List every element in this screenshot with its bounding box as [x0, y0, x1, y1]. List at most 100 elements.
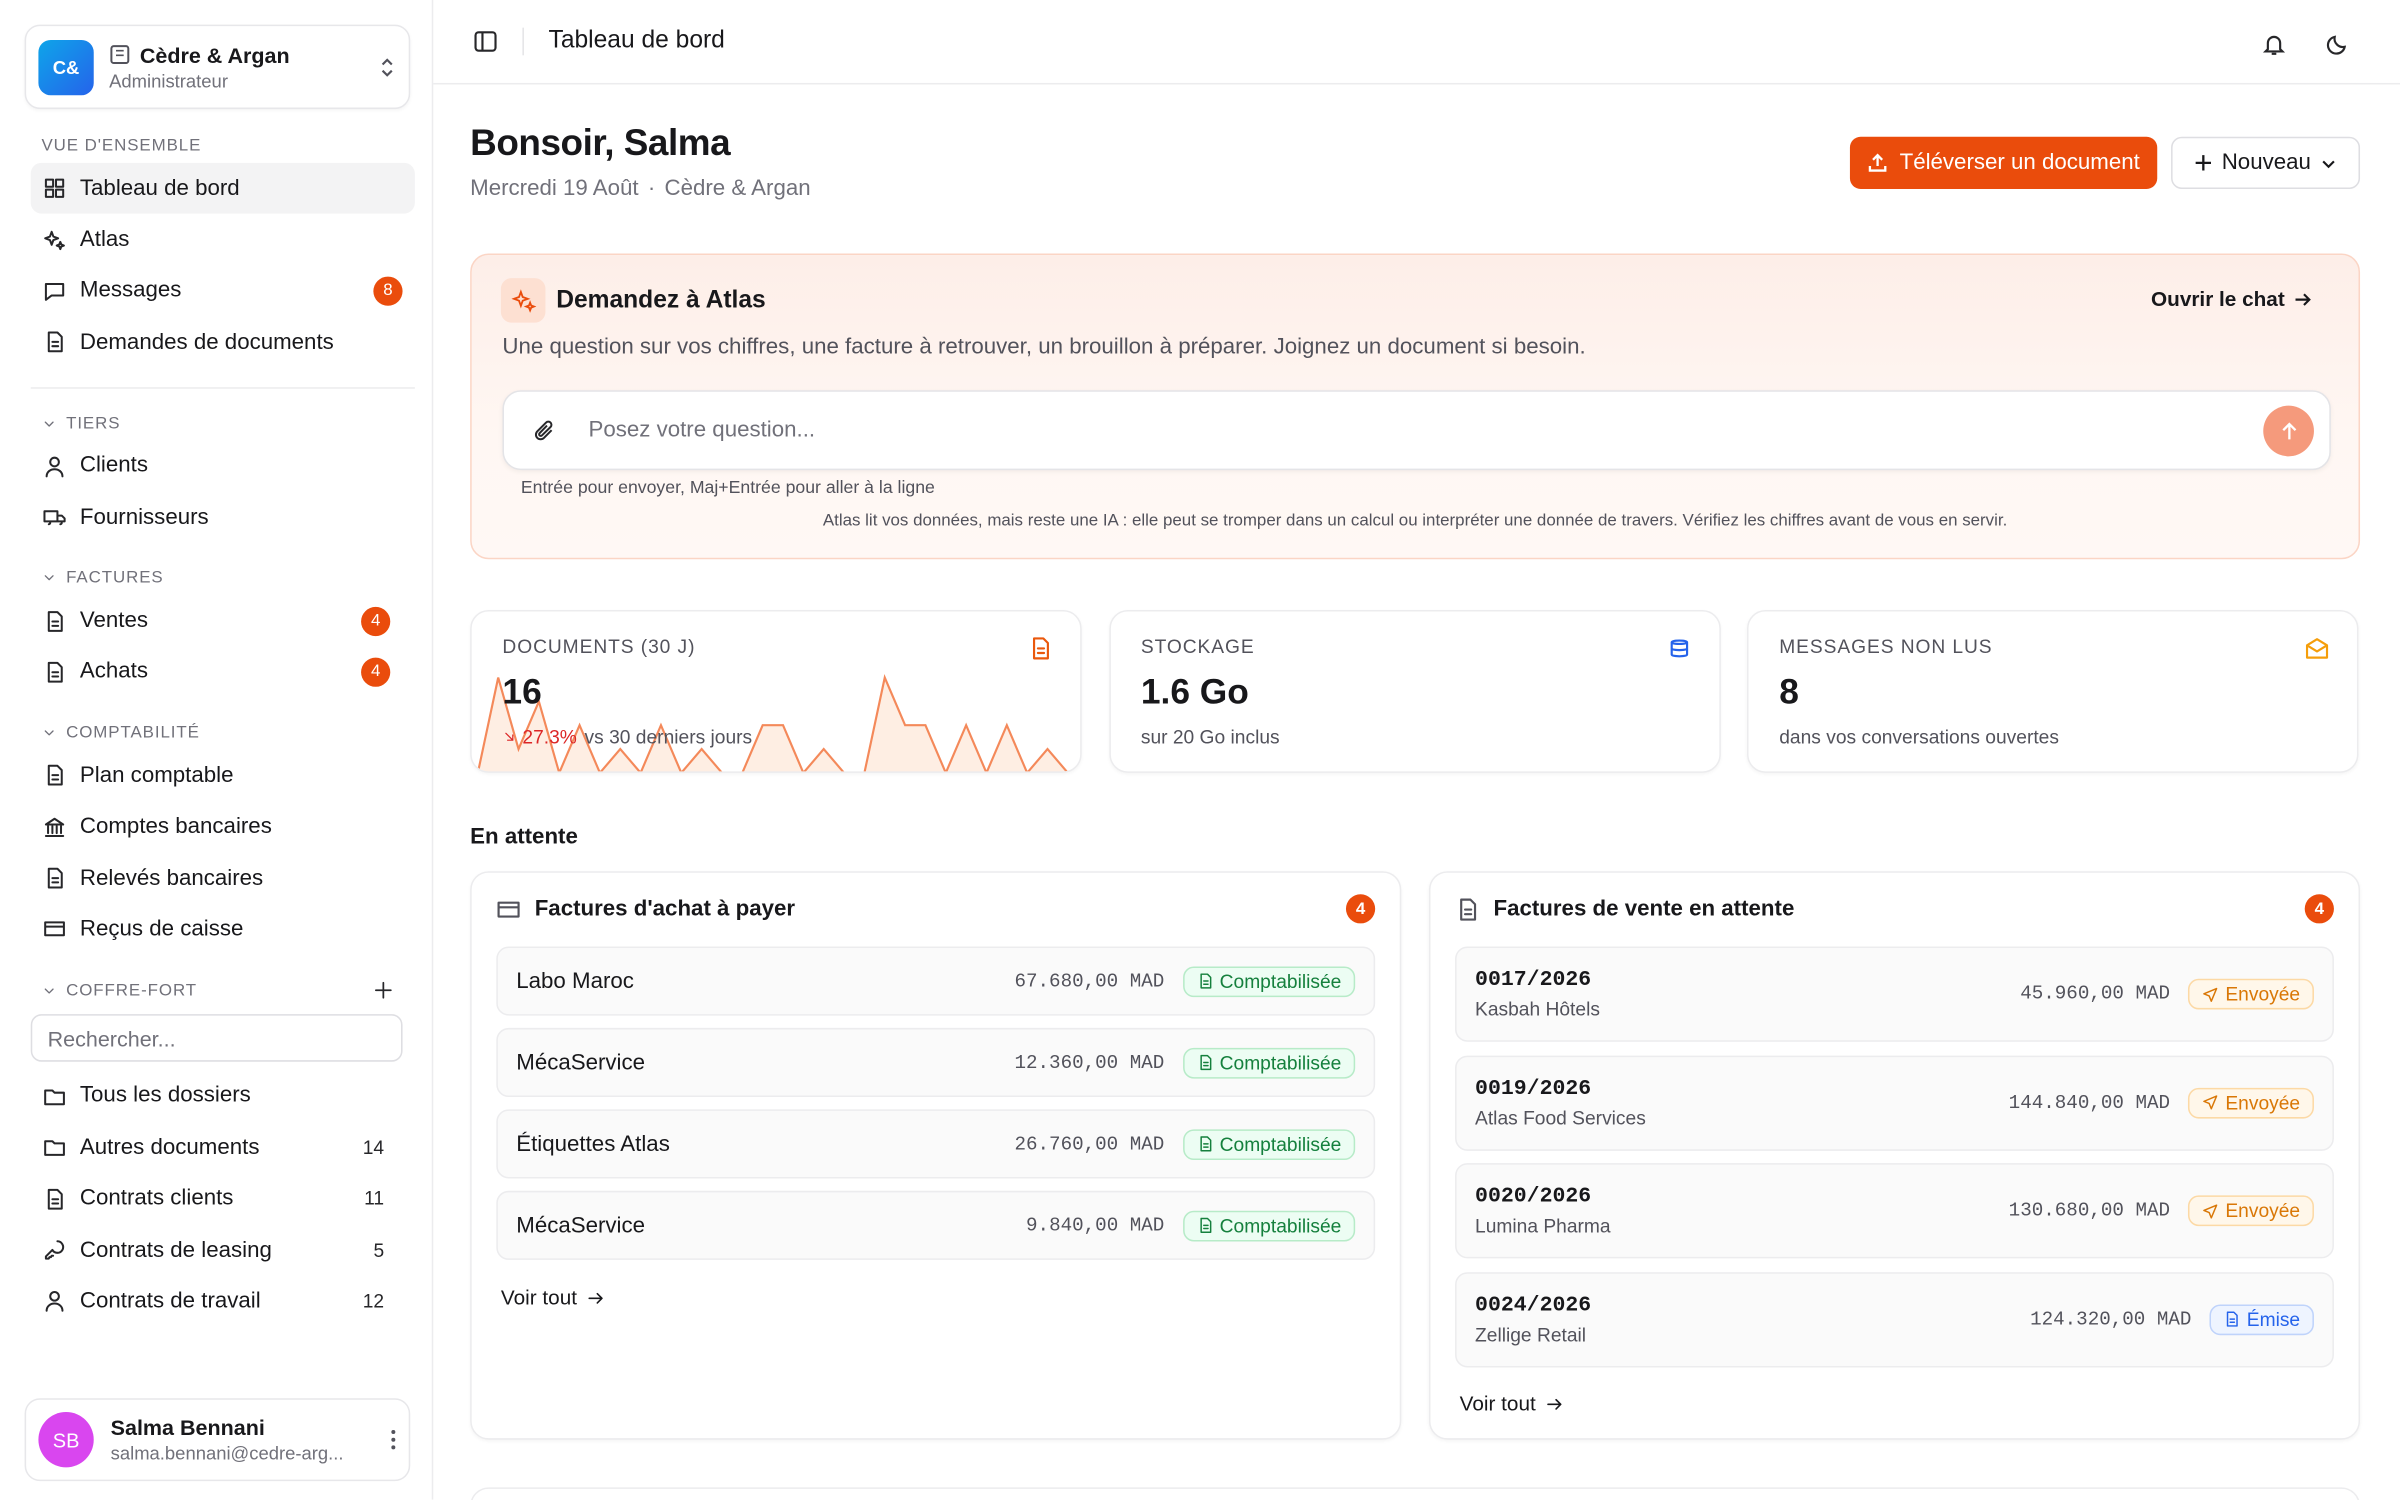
- stat-card: MESSAGES NON LUS 8 dans vos conversations …: [1746, 609, 2359, 773]
- sparkline-area: [478, 677, 1067, 772]
- new-button[interactable]: Nouveau: [2171, 136, 2361, 189]
- invoice-row[interactable]: 0017/2026 Kasbah Hôtels 45.960,00 MAD Envoy…: [1455, 946, 2334, 1042]
- invoice-amount: 26.760,00 MAD: [1014, 1133, 1165, 1155]
- invoice-amount: 67.680,00 MAD: [1014, 970, 1165, 992]
- nav-item[interactable]: Messages 8: [31, 265, 415, 316]
- invoice-amount: 9.840,00 MAD: [1026, 1214, 1165, 1237]
- stat-value: 1.6 Go: [1140, 671, 1249, 712]
- open-chat-label: Ouvrir le chat: [2151, 287, 2285, 311]
- nav-item[interactable]: Reçus de caisse: [31, 904, 403, 955]
- section-title: En attente: [470, 825, 578, 850]
- atlas-icon: [500, 278, 546, 323]
- upload-label: Téléverser un document: [1899, 150, 2140, 176]
- atlas-disclaimer: Atlas lit vos données, mais reste une IA…: [822, 511, 2008, 531]
- invoice-info: 0019/2026 Atlas Food Services: [1475, 1076, 2009, 1128]
- org: Cèdre & Argan: [664, 176, 811, 202]
- search-input[interactable]: Rechercher...: [30, 1013, 403, 1062]
- notifications[interactable]: [2262, 32, 2287, 57]
- section-header[interactable]: FACTURES: [31, 561, 403, 595]
- sparkline: [477, 674, 1068, 772]
- nav-label: Messages: [79, 278, 182, 304]
- org-name-text: Cèdre & Argan: [139, 42, 290, 67]
- nav-item[interactable]: Ventes 4: [31, 595, 403, 646]
- panel-header: Factures de vente en attente 4: [1455, 894, 2334, 924]
- atlas-input[interactable]: Posez votre question...: [502, 390, 2331, 471]
- invoice-info: 0020/2026 Lumina Pharma: [1475, 1185, 2009, 1237]
- status-label: Envoyée: [2225, 1091, 2301, 1114]
- status-pill: Envoyée: [2188, 1087, 2314, 1118]
- nav-item[interactable]: Achats 4: [31, 646, 403, 697]
- nav-label: Contrats de travail: [79, 1289, 261, 1314]
- nav-section: COFFRE-FORT Rechercher... Tous les dossier…: [30, 974, 403, 1327]
- stat-label: DOCUMENTS (30 J): [502, 636, 696, 658]
- nav-item[interactable]: Contrats de leasing 5: [31, 1224, 403, 1275]
- user-menu[interactable]: SB Salma Bennani salma.bennani@cedre-arg…: [24, 1398, 411, 1482]
- sparkline-line: [477, 674, 1068, 772]
- nav-item[interactable]: Comptes bancaires: [31, 801, 403, 852]
- nav-label: Relevés bancaires: [79, 865, 264, 891]
- nav-label: Atlas: [79, 227, 130, 253]
- invoice-info: Étiquettes Atlas: [516, 1132, 1014, 1157]
- nav-item[interactable]: Fournisseurs: [31, 492, 403, 543]
- nav-section: VUE D'ENSEMBLE Tableau de bord Atlas Messag…: [30, 129, 415, 389]
- status-pill: Émise: [2209, 1303, 2314, 1335]
- status-label: Comptabilisée: [1219, 970, 1342, 992]
- user-avatar: SB: [38, 1412, 94, 1468]
- invoice-row[interactable]: 0020/2026 Lumina Pharma 130.680,00 MAD Envo…: [1455, 1163, 2334, 1259]
- panel-badge: 4: [1345, 894, 1376, 924]
- nav-label: Autres documents: [79, 1135, 260, 1160]
- stat-note-text: sur 20 Go inclus: [1140, 726, 1280, 749]
- view-all[interactable]: Voir tout: [501, 1286, 605, 1309]
- stat-card: DOCUMENTS (30 J) 16 27.3% vs 30 derniers jo…: [470, 609, 1082, 773]
- section-header[interactable]: COMPTABILITÉ: [31, 716, 403, 750]
- invoice-row[interactable]: MécaService 9.840,00 MAD Comptabilisée: [496, 1190, 1376, 1260]
- nav-item[interactable]: Autres documents 14: [31, 1122, 403, 1173]
- nav-item[interactable]: Contrats clients 11: [31, 1173, 403, 1224]
- view-all-label: Voir tout: [1459, 1392, 1536, 1416]
- supplier-name: MécaService: [516, 1050, 646, 1075]
- new-label: Nouveau: [2221, 150, 2311, 176]
- invoice-amount: 12.360,00 MAD: [1014, 1051, 1165, 1074]
- nav-item[interactable]: Tableau de bord: [30, 162, 415, 215]
- nav-item[interactable]: Clients: [31, 440, 403, 491]
- nav-badge: 4: [361, 606, 391, 636]
- theme-toggle[interactable]: [2325, 32, 2350, 57]
- nav-section: COMPTABILITÉ Plan comptable Comptes bancai…: [31, 716, 403, 955]
- invoice-row[interactable]: 0019/2026 Atlas Food Services 144.840,00 M…: [1455, 1054, 2334, 1151]
- invoice-row[interactable]: Étiquettes Atlas 26.760,00 MAD Comptabilis…: [496, 1109, 1376, 1179]
- greeting: Bonsoir, Salma: [470, 122, 731, 165]
- nav-item[interactable]: Atlas: [31, 214, 415, 265]
- nav-section: TIERS Clients Fournisseurs: [31, 406, 403, 542]
- section-header[interactable]: COFFRE-FORT: [31, 974, 403, 1008]
- panel-title: Factures d'achat à payer: [534, 896, 796, 922]
- sidebar-toggle[interactable]: [473, 29, 498, 54]
- upload-button[interactable]: Téléverser un document: [1849, 136, 2158, 189]
- supplier-name: MécaService: [516, 1213, 646, 1238]
- nav-label: Plan comptable: [79, 763, 234, 788]
- stat-label: MESSAGES NON LUS: [1779, 636, 1993, 658]
- section-header[interactable]: TIERS: [31, 406, 403, 440]
- invoice-row[interactable]: Labo Maroc 67.680,00 MAD Comptabilisée: [496, 946, 1376, 1016]
- send-button[interactable]: [2263, 405, 2314, 457]
- org-switcher[interactable]: C& Cèdre & Argan Administrateur: [24, 24, 411, 110]
- nav-item[interactable]: Demandes de documents: [31, 317, 415, 368]
- nav: VUE D'ENSEMBLE Tableau de bord Atlas Messag…: [30, 129, 415, 1345]
- nav-label: Comptes bancaires: [79, 814, 272, 840]
- stat-note: 27.3% vs 30 derniers jours: [502, 726, 752, 749]
- nav-item[interactable]: Plan comptable: [31, 750, 403, 801]
- nav-count: 5: [373, 1239, 385, 1261]
- nav-item[interactable]: Contrats de travail 12: [31, 1276, 403, 1327]
- atlas-description: Une question sur vos chiffres, une factu…: [502, 334, 1586, 360]
- open-chat[interactable]: Ouvrir le chat: [2151, 287, 2312, 310]
- client-name: Zellige Retail: [1475, 1323, 1587, 1346]
- nav-count: 11: [364, 1187, 385, 1210]
- org-name: Cèdre & Argan: [109, 42, 378, 67]
- view-all[interactable]: Voir tout: [1460, 1392, 1564, 1415]
- invoice-amount: 45.960,00 MAD: [2020, 983, 2171, 1005]
- invoice-row[interactable]: MécaService 12.360,00 MAD Comptabilisée: [496, 1027, 1376, 1098]
- invoice-row[interactable]: 0024/2026 Zellige Retail 124.320,00 MAD Émi…: [1455, 1271, 2334, 1367]
- stat-change-value: 27.3%: [522, 726, 577, 749]
- nav-item[interactable]: Tous les dossiers: [31, 1070, 403, 1121]
- nav-item[interactable]: Relevés bancaires: [31, 853, 403, 904]
- stat-change: 27.3%: [502, 726, 577, 749]
